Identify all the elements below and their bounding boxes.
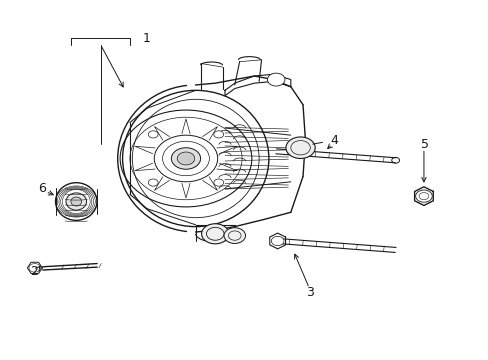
- Text: 6: 6: [38, 183, 46, 195]
- Text: 1: 1: [143, 32, 151, 45]
- Ellipse shape: [71, 197, 81, 206]
- Circle shape: [271, 236, 284, 246]
- Ellipse shape: [66, 193, 86, 210]
- Circle shape: [148, 179, 158, 186]
- Circle shape: [148, 131, 158, 138]
- Circle shape: [213, 131, 223, 138]
- Circle shape: [224, 228, 245, 243]
- Text: 5: 5: [420, 138, 428, 150]
- Text: 2: 2: [30, 265, 38, 278]
- Text: 3: 3: [306, 287, 314, 300]
- Text: 4: 4: [330, 134, 338, 147]
- Circle shape: [177, 152, 194, 165]
- Circle shape: [213, 179, 223, 186]
- Circle shape: [267, 73, 285, 86]
- Circle shape: [171, 148, 200, 169]
- Circle shape: [285, 137, 315, 158]
- Circle shape: [201, 224, 228, 244]
- Circle shape: [415, 190, 431, 202]
